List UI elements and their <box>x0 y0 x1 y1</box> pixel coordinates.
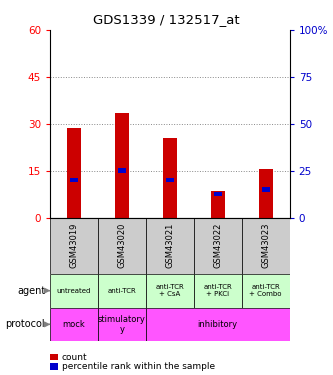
Text: GSM43019: GSM43019 <box>69 223 79 268</box>
Text: count: count <box>62 352 87 362</box>
Bar <box>50 308 98 341</box>
Text: mock: mock <box>63 320 85 329</box>
Bar <box>163 138 177 218</box>
Text: untreated: untreated <box>57 288 91 294</box>
Bar <box>166 178 174 182</box>
Text: GSM43022: GSM43022 <box>213 223 222 268</box>
Text: anti-TCR
+ Combo: anti-TCR + Combo <box>249 284 282 297</box>
Bar <box>70 178 78 182</box>
Bar <box>262 187 270 192</box>
Text: agent: agent <box>17 286 45 296</box>
Bar <box>50 217 98 274</box>
Bar <box>210 191 225 217</box>
Bar <box>115 113 129 218</box>
Bar <box>214 192 222 196</box>
Bar <box>146 217 194 274</box>
Text: stimulatory
y: stimulatory y <box>98 315 146 334</box>
Bar <box>146 274 194 308</box>
Text: anti-TCR
+ PKCi: anti-TCR + PKCi <box>203 284 232 297</box>
Bar <box>67 128 81 217</box>
Bar <box>98 274 146 308</box>
Bar <box>258 169 273 217</box>
Bar <box>98 308 146 341</box>
Bar <box>50 274 98 308</box>
Bar <box>194 274 242 308</box>
Bar <box>146 308 290 341</box>
Text: GSM43023: GSM43023 <box>261 223 270 268</box>
Text: GDS1339 / 132517_at: GDS1339 / 132517_at <box>93 13 240 26</box>
Text: inhibitory: inhibitory <box>198 320 238 329</box>
Text: anti-TCR
+ CsA: anti-TCR + CsA <box>156 284 184 297</box>
Text: percentile rank within the sample: percentile rank within the sample <box>62 362 215 371</box>
Text: anti-TCR: anti-TCR <box>108 288 136 294</box>
Bar <box>98 217 146 274</box>
Text: GSM43021: GSM43021 <box>165 223 174 268</box>
Bar <box>194 217 242 274</box>
Text: protocol: protocol <box>6 320 45 329</box>
Text: GSM43020: GSM43020 <box>117 223 127 268</box>
Bar <box>118 168 126 173</box>
Bar <box>242 274 290 308</box>
Bar <box>242 217 290 274</box>
